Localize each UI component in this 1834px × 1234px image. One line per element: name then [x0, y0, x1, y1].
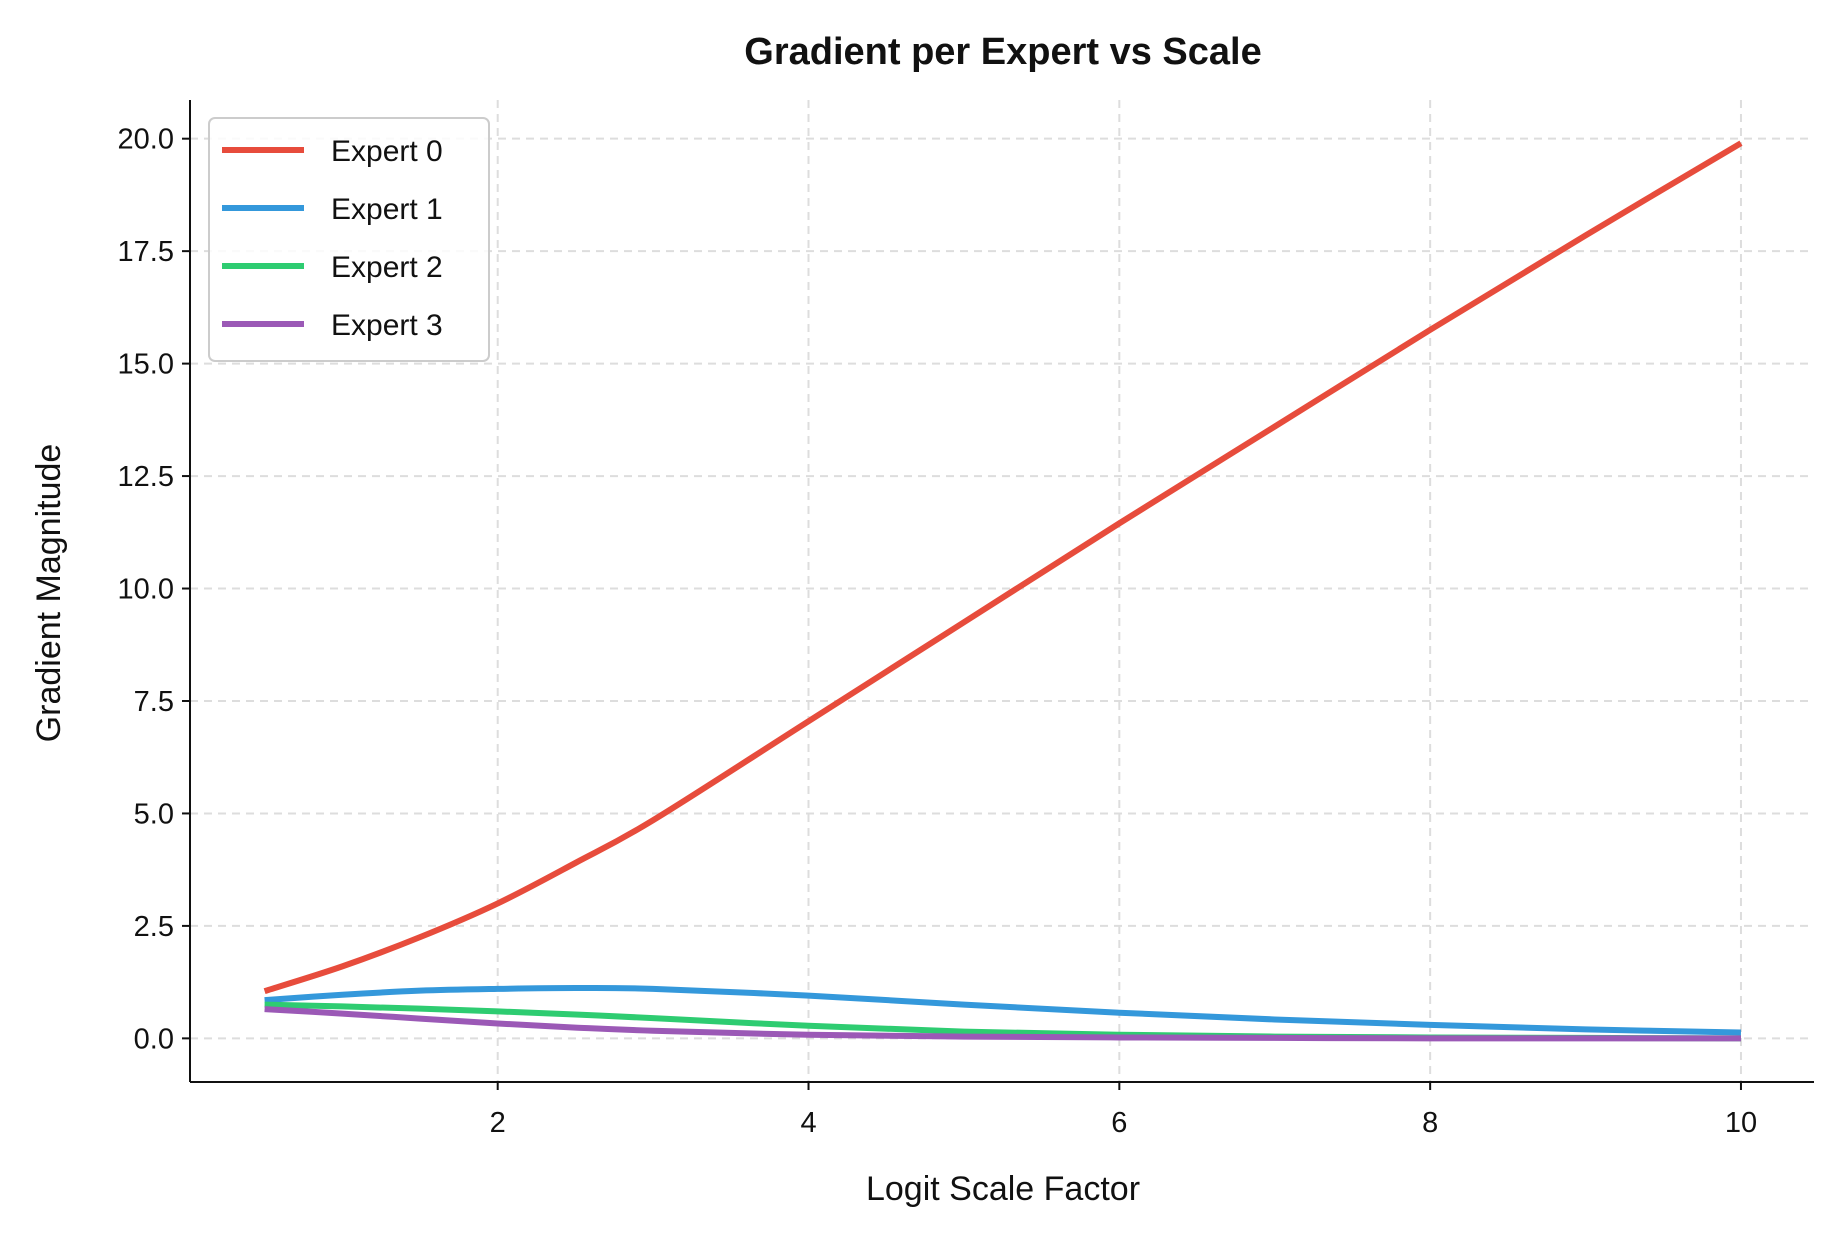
y-tick-label: 10.0: [118, 574, 174, 606]
x-tick-label: 2: [490, 1107, 506, 1139]
x-tick-label: 10: [1725, 1107, 1757, 1139]
series-lines: [263, 140, 1743, 1042]
series-line-expert-3: [264, 1006, 1741, 1042]
series-line-expert-0: [263, 140, 1743, 994]
chart-title: Gradient per Expert vs Scale: [744, 31, 1261, 73]
legend-label: Expert 3: [331, 309, 443, 342]
legend-label: Expert 1: [331, 193, 443, 226]
legend-box: [208, 117, 490, 362]
y-tick-label: 17.5: [118, 236, 174, 268]
legend: Expert 0 Expert 1 Expert 2 Expert 3: [208, 117, 490, 362]
legend-label: Expert 0: [331, 135, 443, 168]
axes: [189, 100, 1814, 1083]
y-tick-label: 15.0: [118, 349, 174, 381]
x-axis-label: Logit Scale Factor: [866, 1170, 1140, 1208]
y-tick-label: 5.0: [134, 798, 174, 830]
legend-label: Expert 2: [331, 251, 443, 284]
y-tick-label: 20.0: [118, 124, 174, 156]
ticks: 2 4 6 8 10 0.0 2.5 5.0 7.5 10.0 12.5 15.0 17.5 20.0: [118, 124, 1758, 1139]
y-tick-label: 7.5: [134, 686, 174, 718]
x-tick-label: 6: [1111, 1107, 1127, 1139]
y-tick-label: 0.0: [134, 1023, 174, 1055]
series-line-expert-1: [264, 984, 1742, 1036]
y-axis-label: Gradient Magnitude: [30, 444, 68, 743]
x-tick-label: 4: [800, 1107, 816, 1139]
x-tick-label: 8: [1422, 1107, 1438, 1139]
y-tick-label: 12.5: [118, 461, 174, 493]
y-tick-label: 2.5: [134, 911, 174, 943]
